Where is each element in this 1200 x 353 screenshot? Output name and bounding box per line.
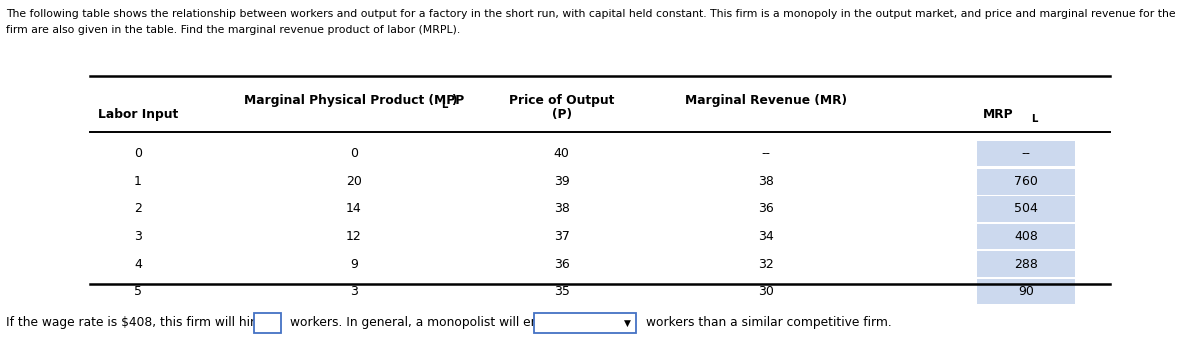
Text: L: L <box>1031 114 1037 124</box>
Text: Price of Output: Price of Output <box>509 94 614 107</box>
Text: firm are also given in the table. Find the marginal revenue product of labor (MR: firm are also given in the table. Find t… <box>6 25 461 35</box>
Text: 9: 9 <box>350 258 358 270</box>
Text: 2: 2 <box>134 203 142 215</box>
Text: 3: 3 <box>350 285 358 298</box>
Text: 3: 3 <box>134 230 142 243</box>
Text: workers. In general, a monopolist will employ: workers. In general, a monopolist will e… <box>290 317 569 329</box>
Text: If the wage rate is $408, this firm will hire: If the wage rate is $408, this firm will… <box>6 317 263 329</box>
Bar <box>254 313 281 333</box>
Text: --: -- <box>761 147 770 160</box>
Text: L: L <box>442 100 448 110</box>
Text: 39: 39 <box>553 175 570 188</box>
Text: 0: 0 <box>350 147 358 160</box>
Text: 32: 32 <box>757 258 774 270</box>
Bar <box>977 251 1075 277</box>
Text: Labor Input: Labor Input <box>98 108 178 121</box>
Text: 40: 40 <box>553 147 570 160</box>
Bar <box>977 141 1075 166</box>
Text: ▼: ▼ <box>624 318 631 328</box>
Text: 90: 90 <box>1018 285 1034 298</box>
Text: 36: 36 <box>757 203 774 215</box>
Bar <box>977 279 1075 304</box>
Text: 0: 0 <box>134 147 142 160</box>
Text: Marginal Revenue (MR): Marginal Revenue (MR) <box>684 94 847 107</box>
Text: 38: 38 <box>757 175 774 188</box>
Text: --: -- <box>1021 147 1031 160</box>
Text: 38: 38 <box>553 203 570 215</box>
Text: 34: 34 <box>757 230 774 243</box>
Text: 504: 504 <box>1014 203 1038 215</box>
Text: 288: 288 <box>1014 258 1038 270</box>
Text: 1: 1 <box>134 175 142 188</box>
Text: 36: 36 <box>553 258 570 270</box>
Text: (P): (P) <box>552 108 571 121</box>
Text: The following table shows the relationship between workers and output for a fact: The following table shows the relationsh… <box>6 9 1176 19</box>
Text: 14: 14 <box>346 203 362 215</box>
Text: 37: 37 <box>553 230 570 243</box>
Text: 35: 35 <box>553 285 570 298</box>
Bar <box>977 196 1075 222</box>
Text: workers than a similar competitive firm.: workers than a similar competitive firm. <box>646 317 892 329</box>
Bar <box>534 313 636 333</box>
Text: 760: 760 <box>1014 175 1038 188</box>
Text: 30: 30 <box>757 285 774 298</box>
Text: 4: 4 <box>134 258 142 270</box>
Bar <box>977 169 1075 195</box>
Text: ): ) <box>451 94 457 107</box>
Text: 408: 408 <box>1014 230 1038 243</box>
Text: 12: 12 <box>346 230 362 243</box>
Text: Marginal Physical Product (MPP: Marginal Physical Product (MPP <box>244 94 464 107</box>
Text: MRP: MRP <box>983 108 1014 121</box>
Bar <box>977 224 1075 249</box>
Text: 20: 20 <box>346 175 362 188</box>
Text: 5: 5 <box>134 285 142 298</box>
